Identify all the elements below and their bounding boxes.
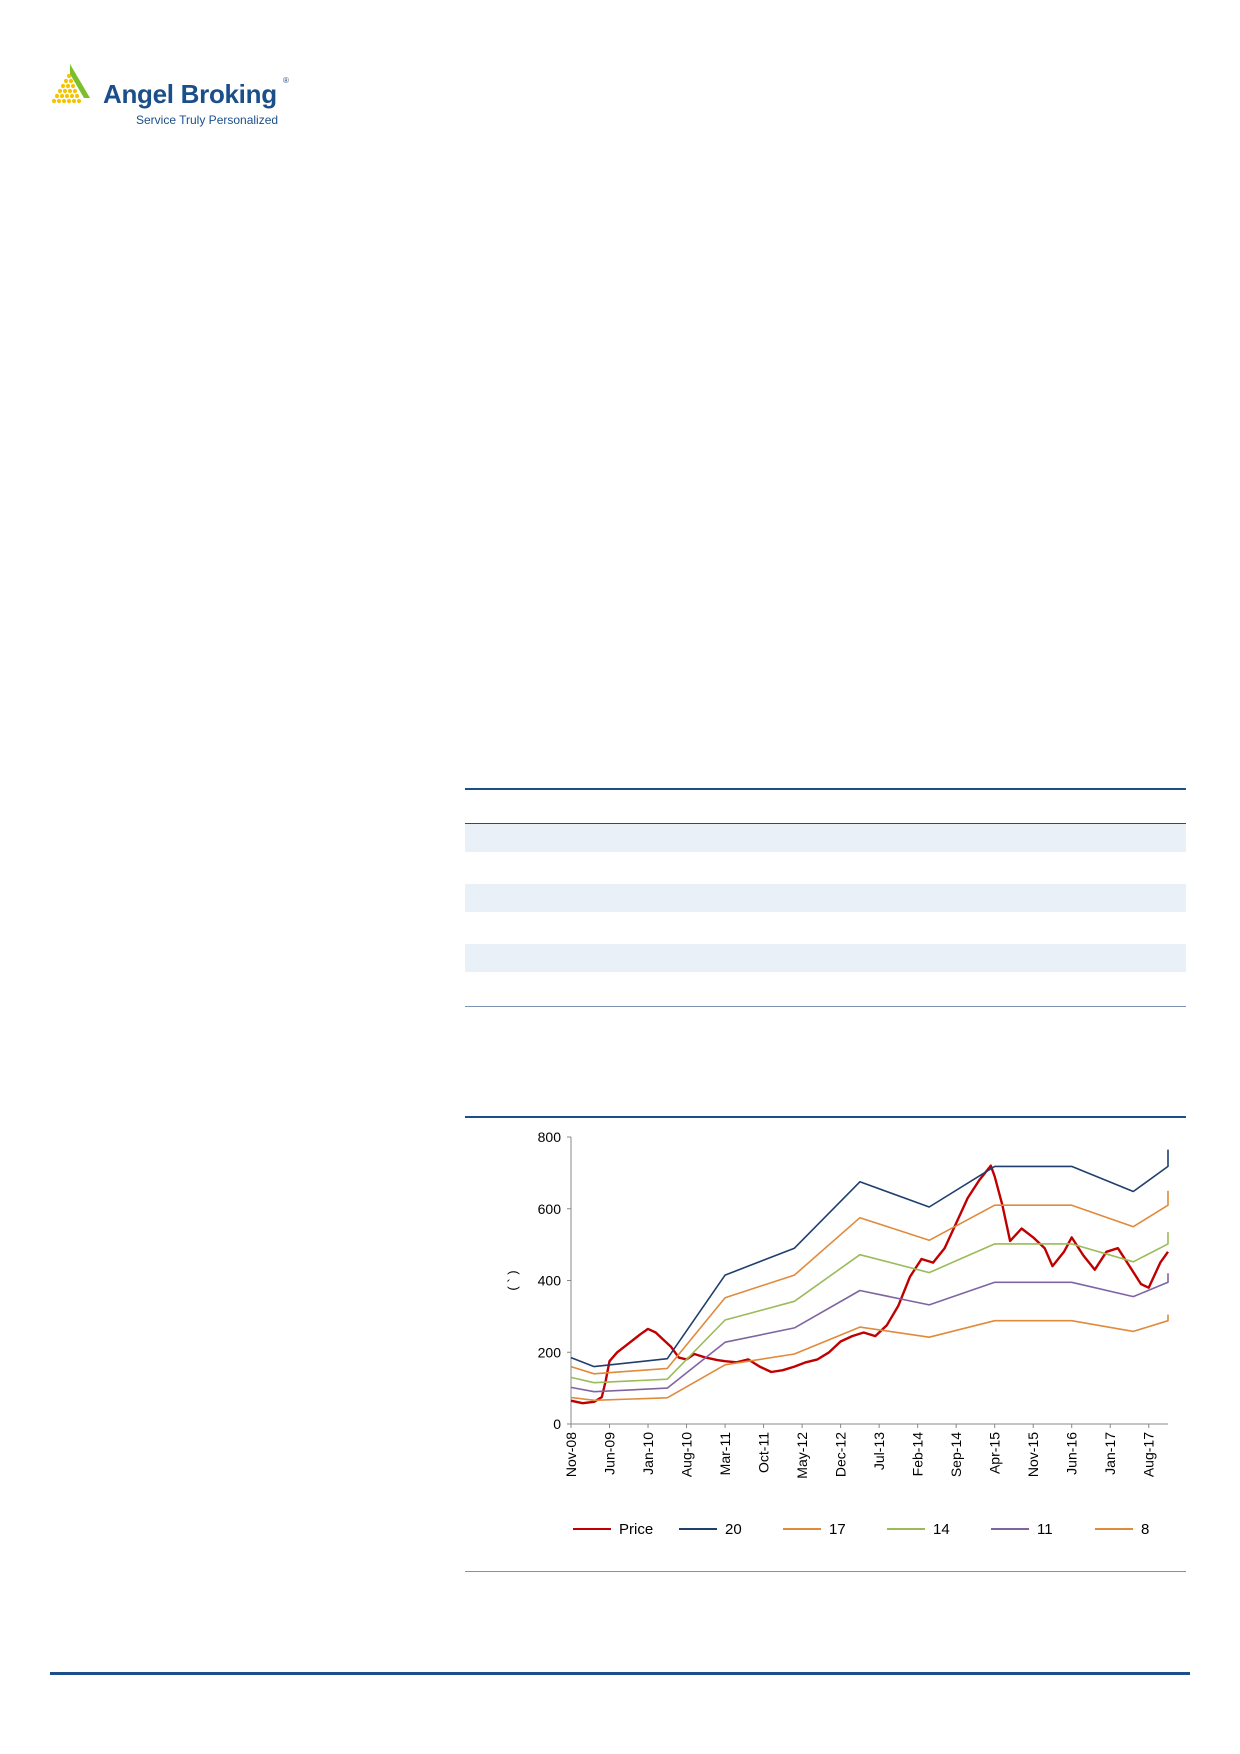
x-tick-label: Jan-17 xyxy=(1102,1432,1118,1475)
y-axis-label: ( ` ) xyxy=(505,1270,520,1290)
x-tick-label: Aug-17 xyxy=(1141,1432,1157,1477)
series-line-pe-17 xyxy=(570,1190,1169,1375)
legend-label: 20 xyxy=(725,1521,742,1538)
logo-tagline: Service Truly Personalized xyxy=(136,113,279,127)
series-line-pe-14 xyxy=(570,1232,1169,1384)
x-tick-label: May-12 xyxy=(794,1432,810,1479)
logo-wordmark: Angel Broking xyxy=(103,79,277,109)
series-line-pe-20 xyxy=(570,1149,1169,1368)
legend-label: 8 xyxy=(1141,1521,1149,1538)
y-tick-label: 0 xyxy=(553,1416,561,1432)
legend-label: Price xyxy=(619,1521,653,1538)
x-tick-label: Oct-11 xyxy=(756,1432,772,1473)
table-row xyxy=(465,824,1186,852)
y-tick-label: 800 xyxy=(538,1129,562,1145)
logo-pyramid-icon xyxy=(51,64,90,104)
x-tick-label: Jan-10 xyxy=(640,1432,656,1475)
x-tick-label: Mar-11 xyxy=(717,1432,733,1476)
table-header-rule xyxy=(465,823,1186,824)
table-bottom-rule xyxy=(465,1006,1186,1007)
pe-band-chart: 0 200 400 600 800 ( ` ) Nov-08 Jun-09 Jan-10 Aug-… xyxy=(465,1118,1186,1575)
x-tick-label: Dec-12 xyxy=(833,1432,849,1477)
legend-label: 14 xyxy=(933,1521,950,1538)
table-row xyxy=(465,944,1186,972)
x-tick-label: Aug-10 xyxy=(679,1432,695,1477)
table-top-rule xyxy=(465,788,1186,790)
y-tick-label: 200 xyxy=(538,1344,562,1360)
y-tick-label: 400 xyxy=(538,1273,562,1289)
legend-label: 17 xyxy=(829,1521,846,1538)
x-tick-label: Jun-09 xyxy=(602,1432,618,1475)
x-tick-label: Jul-13 xyxy=(871,1432,887,1470)
x-tick-label: Feb-14 xyxy=(910,1432,926,1477)
table-row xyxy=(465,884,1186,912)
y-tick-label: 600 xyxy=(538,1201,562,1217)
x-tick-label: Sep-14 xyxy=(948,1432,964,1477)
registered-mark: ® xyxy=(283,76,289,85)
chart-bottom-rule xyxy=(465,1571,1186,1572)
chart-top-rule xyxy=(465,1116,1186,1118)
x-tick-label: Nov-08 xyxy=(563,1432,579,1477)
legend-label: 11 xyxy=(1037,1521,1053,1538)
series-line-pe-8 xyxy=(570,1314,1169,1402)
x-tick-label: Jun-16 xyxy=(1064,1432,1080,1475)
pe-band-chart-svg: 0 200 400 600 800 ( ` ) Nov-08 Jun-09 Jan-10 Aug-… xyxy=(505,1129,1169,1538)
x-tick-label: Nov-15 xyxy=(1025,1432,1041,1477)
page-footer-rule xyxy=(50,1672,1190,1675)
series-line-pe-11 xyxy=(570,1273,1169,1393)
series-line-price xyxy=(570,1164,1169,1405)
angel-broking-logo: Angel Broking ® Service Truly Personaliz… xyxy=(48,62,289,132)
x-tick-label: Apr-15 xyxy=(987,1432,1003,1474)
